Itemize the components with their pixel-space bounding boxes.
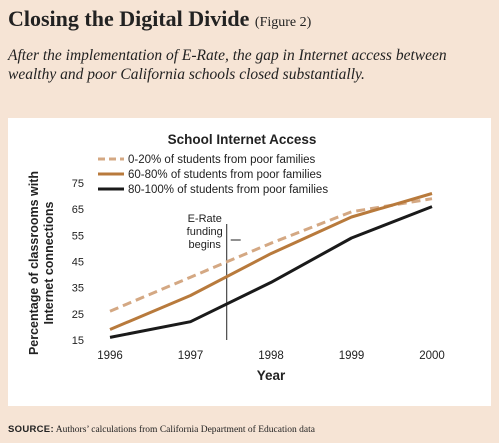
x-tick-label: 1997	[178, 350, 204, 362]
y-tick-label: 25	[72, 309, 84, 321]
y-tick-label: 15	[72, 335, 84, 347]
x-tick-label: 1998	[258, 350, 284, 362]
chart-subtitle: After the implementation of E-Rate, the …	[8, 47, 447, 83]
source-note: SOURCE: Authors’ calculations from Calif…	[8, 424, 315, 435]
x-tick-label: 1999	[339, 350, 365, 362]
y-tick-label: 75	[72, 178, 84, 190]
series-line	[109, 192, 433, 331]
line-chart: School Internet Access 0-20% of students …	[27, 132, 445, 383]
x-tick-label: 2000	[419, 350, 445, 362]
annotation-text: E-Rate	[188, 213, 222, 225]
page-title: Closing the Digital Divide	[8, 6, 250, 31]
y-tick-label: 45	[72, 257, 84, 269]
y-axis-title-line: Internet connections	[42, 201, 56, 324]
legend-label: 80-100% of students from poor families	[128, 184, 328, 196]
legend-label: 0-20% of students from poor families	[128, 154, 316, 166]
y-tick-label: 65	[72, 204, 84, 216]
series-line	[109, 205, 433, 339]
chart-title: School Internet Access	[168, 132, 317, 147]
legend-label: 60-80% of students from poor families	[128, 169, 322, 181]
y-tick-label: 35	[72, 283, 84, 295]
x-tick-label: 1996	[97, 350, 123, 362]
figure-reference: (Figure 2)	[254, 15, 312, 30]
series-line	[109, 197, 433, 313]
annotation-text: begins	[189, 239, 222, 251]
y-axis-title-line: Percentage of classrooms with	[27, 171, 41, 355]
y-tick-label: 55	[72, 230, 84, 242]
annotation-text: funding	[187, 226, 223, 238]
source-text: Authors’ calculations from California De…	[55, 425, 315, 435]
chart-title-block: Closing the Digital Divide (Figure 2)	[8, 6, 311, 32]
chart-panel: School Internet Access 0-20% of students …	[8, 118, 491, 406]
source-label: SOURCE:	[8, 424, 54, 435]
x-axis-title: Year	[257, 368, 286, 383]
